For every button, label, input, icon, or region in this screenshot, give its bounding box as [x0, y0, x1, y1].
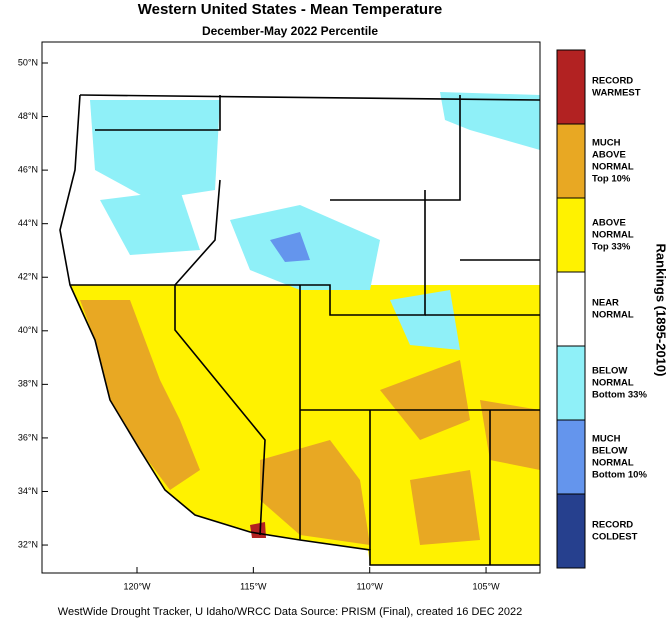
legend-label: MUCH: [592, 434, 621, 445]
legend-label: COLDEST: [592, 532, 638, 543]
legend-swatch: [556, 197, 586, 273]
legend-label: BELOW: [592, 446, 627, 457]
lon-label: 120°W: [123, 581, 151, 591]
legend-title: Rankings (1895-2010): [654, 244, 669, 377]
legend-label: WARMEST: [592, 88, 641, 99]
legend-swatch: [556, 345, 586, 421]
lon-label: 115°W: [240, 581, 267, 591]
lat-label: 42°N: [18, 272, 38, 282]
legend-label: Bottom 33%: [592, 390, 647, 401]
legend-swatch: [556, 49, 586, 125]
lat-label: 38°N: [18, 379, 38, 389]
legend-label: Bottom 10%: [592, 470, 647, 481]
legend-swatch: [556, 493, 586, 569]
legend-label: Top 33%: [592, 242, 631, 253]
legend-label: Top 10%: [592, 174, 631, 185]
legend-label: RECORD: [592, 520, 633, 531]
legend-label: NORMAL: [592, 310, 634, 321]
footer: WestWide Drought Tracker, U Idaho/WRCC D…: [58, 606, 522, 618]
legend-label: MUCH: [592, 138, 621, 149]
lat-label: 36°N: [18, 432, 38, 442]
lat-label: 50°N: [18, 57, 38, 67]
legend-label: NEAR: [592, 298, 619, 309]
legend-label: ABOVE: [592, 150, 626, 161]
title: Western United States - Mean Temperature: [138, 1, 443, 18]
subtitle: December-May 2022 Percentile: [202, 24, 378, 38]
legend-swatch: [556, 271, 586, 347]
lat-label: 32°N: [18, 539, 38, 549]
legend-swatch: [556, 123, 586, 199]
legend-label: NORMAL: [592, 230, 634, 241]
lat-label: 34°N: [18, 486, 38, 496]
legend-label: ABOVE: [592, 218, 626, 229]
lat-label: 48°N: [18, 111, 38, 121]
lat-label: 40°N: [18, 325, 38, 335]
legend-swatch: [556, 419, 586, 495]
legend-label: NORMAL: [592, 378, 634, 389]
legend-label: BELOW: [592, 366, 627, 377]
lat-label: 46°N: [18, 164, 38, 174]
legend-label: RECORD: [592, 76, 633, 87]
lon-label: 105°W: [472, 581, 500, 591]
legend-label: NORMAL: [592, 162, 634, 173]
lat-label: 44°N: [18, 218, 38, 228]
legend-label: NORMAL: [592, 458, 634, 469]
map-area: [41, 41, 541, 574]
lon-label: 110°W: [356, 581, 383, 591]
